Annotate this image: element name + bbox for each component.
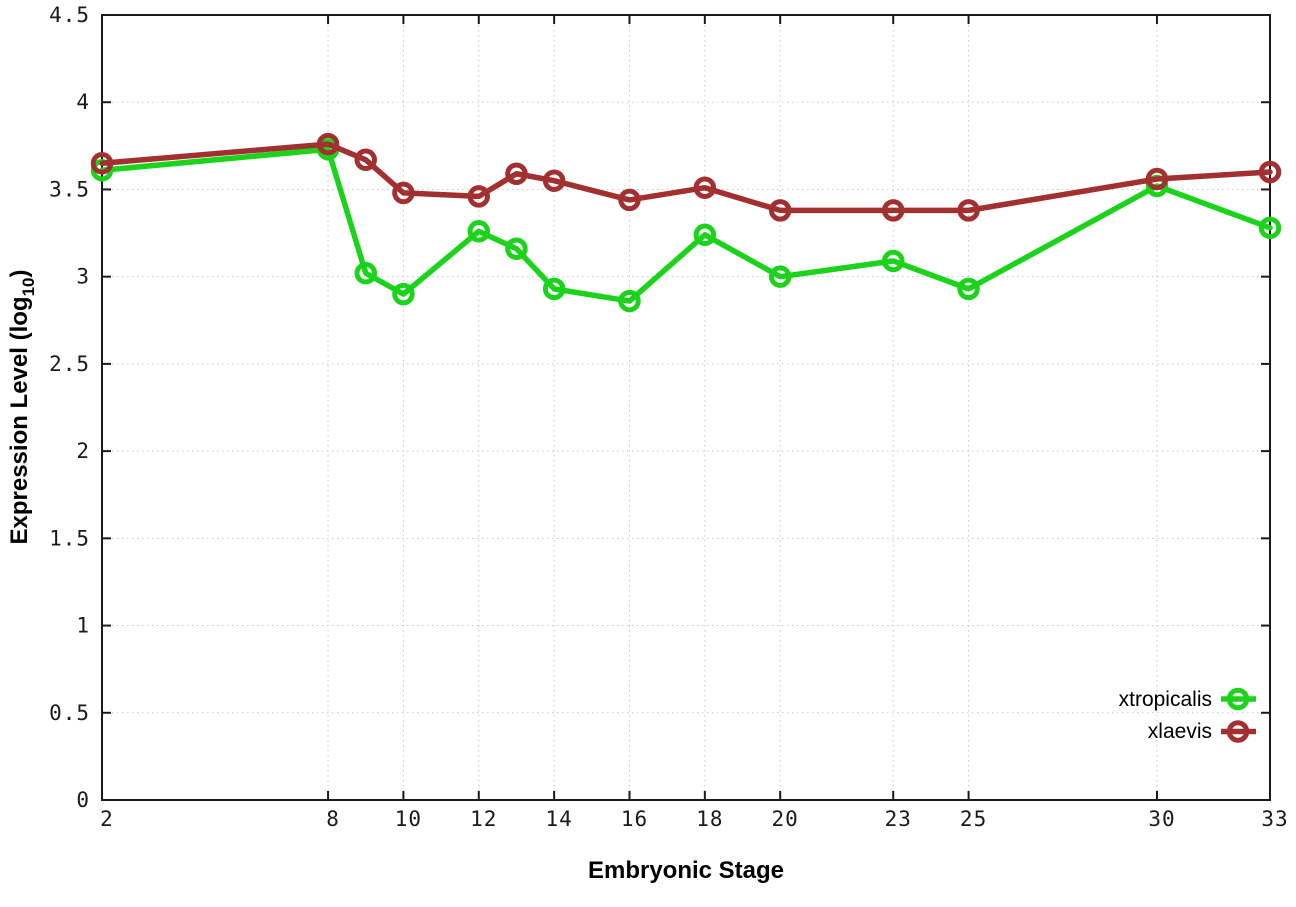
data-point-xlaevis-stage-13 [505,162,528,185]
data-point-xlaevis-stage-14 [542,169,566,192]
y-tick-label-1.5: 1.5 [49,526,90,550]
data-point-xtropicalis-stage-14 [542,277,566,301]
legend-label-xlaevis: xlaevis [1148,720,1212,743]
legend-sample-xtropicalis [1221,687,1256,711]
plot-border [101,14,1271,801]
legend-samples [1221,687,1256,743]
legend-marker-xlaevis [1226,720,1250,743]
y-tick-label-3.5: 3.5 [49,177,90,201]
data-series [90,132,1282,313]
data-point-xtropicalis-stage-25 [957,277,980,301]
data-point-xlaevis-stage-9 [354,148,377,172]
data-point-xtropicalis-stage-13 [505,237,528,261]
x-tick-label-12: 12 [470,807,497,831]
y-axis-title-end: ) [6,270,33,278]
x-tick-label-20: 20 [772,807,799,831]
y-tick-label-4.5: 4.5 [49,3,90,27]
data-point-xlaevis-stage-12 [467,185,491,208]
y-tick-label-2.5: 2.5 [49,352,90,376]
data-point-xlaevis-stage-23 [881,199,905,222]
x-tick-label-10: 10 [395,807,422,831]
data-point-xtropicalis-stage-20 [768,265,792,288]
axis-ticks [101,14,1271,801]
y-axis-title-main: Expression Level (log [6,296,33,544]
data-point-xtropicalis-stage-16 [618,289,641,313]
data-point-xlaevis-stage-2 [90,152,114,175]
data-point-xtropicalis-stage-33 [1258,216,1282,240]
x-tick-label-23: 23 [885,807,912,831]
data-point-xlaevis-stage-16 [618,188,641,212]
data-point-xtropicalis-stage-23 [881,249,905,273]
y-tick-label-4: 4 [76,90,90,114]
data-point-xlaevis-stage-8 [316,132,340,156]
y-axis-title: Expression Level (log10) [6,270,38,545]
y-tick-label-0: 0 [76,788,90,812]
x-tick-label-33: 33 [1261,807,1288,831]
data-point-xlaevis-stage-20 [768,199,792,222]
data-point-xlaevis-stage-30 [1145,167,1169,191]
legend: xtropicalis xlaevis [1119,688,1212,743]
y-tick-label-0.5: 0.5 [49,701,90,725]
x-tick-label-18: 18 [696,807,723,831]
y-axis-title-subscript: 10 [19,278,38,297]
plot-box [101,14,1271,801]
x-tick-label-14: 14 [545,807,572,831]
data-point-xtropicalis-stage-18 [693,223,717,247]
gridlines [102,15,1270,800]
x-tick-label-25: 25 [960,807,987,831]
y-tick-label-2: 2 [76,439,90,463]
legend-sample-xlaevis [1221,720,1256,743]
data-point-xtropicalis-stage-12 [467,220,491,243]
x-tick-label-16: 16 [621,807,648,831]
x-tick-label-8: 8 [326,807,340,831]
x-axis-title: Embryonic Stage [588,857,784,884]
data-point-xtropicalis-stage-9 [354,261,377,285]
data-point-xlaevis-stage-10 [392,181,415,205]
y-tick-label-3: 3 [76,265,90,289]
legend-marker-xtropicalis [1226,687,1250,711]
x-tick-label-2: 2 [100,807,114,831]
data-point-xlaevis-stage-33 [1258,160,1282,184]
legend-label-xtropicalis: xtropicalis [1119,688,1212,711]
series-xlaevis [90,132,1282,222]
axis-tick-labels: 2 8 10 12 14 16 18 20 23 25 30 33 0 0.5 1 1.5 2 2.5 3 3.5 4 4… [49,3,1288,831]
series-xtropicalis [90,138,1282,313]
data-point-xtropicalis-stage-10 [392,282,415,306]
line-xtropicalis [99,146,1273,304]
data-point-xlaevis-stage-25 [957,199,980,222]
x-tick-label-30: 30 [1148,807,1175,831]
data-point-xlaevis-stage-18 [693,176,717,199]
y-tick-label-1: 1 [76,614,90,638]
